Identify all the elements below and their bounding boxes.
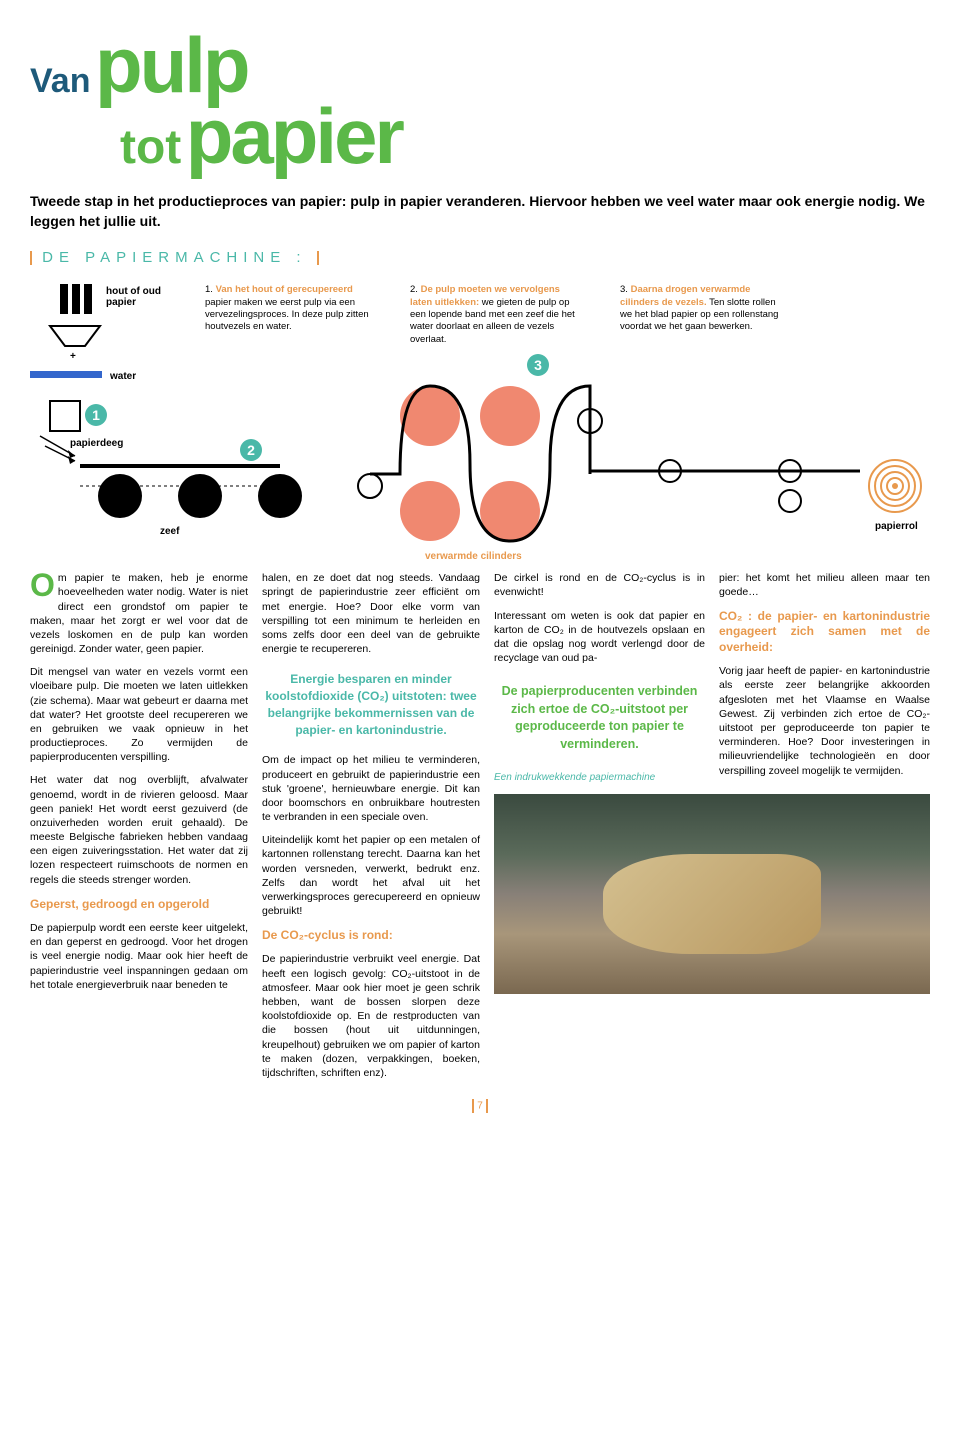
- col2-p3: Uiteindelijk komt het papier op een meta…: [262, 833, 480, 918]
- col4-p2: Vorig jaar heeft de papier- en kartonind…: [719, 664, 930, 777]
- page-number: 7: [30, 1099, 930, 1113]
- photo-caption: Een indrukwekkende papiermachine: [494, 771, 705, 785]
- col2-p1: halen, en ze doet dat nog steeds. Vandaa…: [262, 571, 480, 656]
- title-tot: tot: [120, 121, 181, 174]
- col3-p2: Interessant om weten is ook dat papier e…: [494, 609, 705, 666]
- intro-text: Tweede stap in het productieproces van p…: [30, 192, 930, 231]
- step-3-text: 3. Daarna drogen verwarmde cilinders de …: [620, 284, 790, 333]
- column-1: Om papier te maken, heb je enorme hoevee…: [30, 571, 248, 1089]
- col1-p1: Om papier te maken, heb je enorme hoevee…: [30, 571, 248, 656]
- section-header: DE PAPIERMACHINE :: [30, 249, 930, 266]
- column-4: pier: het komt het milieu alleen maar te…: [719, 571, 930, 794]
- machine-photo: [494, 794, 930, 994]
- page-title: Van pulp tot papier: [30, 20, 930, 182]
- label-water: water: [110, 371, 136, 382]
- label-plus: +: [70, 351, 76, 362]
- col3-p1: De cirkel is rond en de CO₂-cyclus is in…: [494, 571, 705, 599]
- column-3-4: De cirkel is rond en de CO₂-cyclus is in…: [494, 571, 930, 1089]
- label-papierrol: papierrol: [875, 521, 918, 532]
- title-papier: papier: [186, 92, 402, 180]
- col2-p4: De papierindustrie verbruikt veel energi…: [262, 952, 480, 1080]
- title-van: Van: [30, 62, 90, 100]
- article-body: Om papier te maken, heb je enorme hoevee…: [30, 571, 930, 1089]
- callout-producers: De papierproducenten verbinden zich erto…: [494, 683, 705, 753]
- label-zeef: zeef: [160, 526, 179, 537]
- col1-h1: Geperst, gedroogd en opgerold: [30, 896, 248, 912]
- col1-p2: Dit mengsel van water en vezels vormt ee…: [30, 665, 248, 764]
- col1-p3: Het water dat nog overblijft, afvalwater…: [30, 773, 248, 886]
- col4-p1: pier: het komt het milieu alleen maar te…: [719, 571, 930, 599]
- label-verwarmde: verwarmde cilinders: [425, 551, 522, 562]
- step-2-text: 2. De pulp moeten we vervolgens laten ui…: [410, 284, 580, 346]
- paper-machine-diagram: hout of oud papier + water papierdeeg ze…: [30, 276, 930, 556]
- column-3: De cirkel is rond en de CO₂-cyclus is in…: [494, 571, 705, 794]
- column-2: halen, en ze doet dat nog steeds. Vandaa…: [262, 571, 480, 1089]
- label-papierdeeg: papierdeeg: [70, 438, 123, 449]
- callout-energie: Energie besparen en minder koolstofdioxi…: [262, 671, 480, 738]
- col4-h1: CO₂ : de papier- en kartonindustrie enga…: [719, 609, 930, 656]
- col2-h1: De CO₂-cyclus is rond:: [262, 927, 480, 943]
- col2-p2: Om de impact op het milieu te vermindere…: [262, 753, 480, 824]
- col1-p4: De papierpulp wordt een eerste keer uitg…: [30, 921, 248, 992]
- label-hout: hout of oud papier: [106, 286, 176, 308]
- step-1-text: 1. Van het hout of gerecupereerd papier …: [205, 284, 375, 333]
